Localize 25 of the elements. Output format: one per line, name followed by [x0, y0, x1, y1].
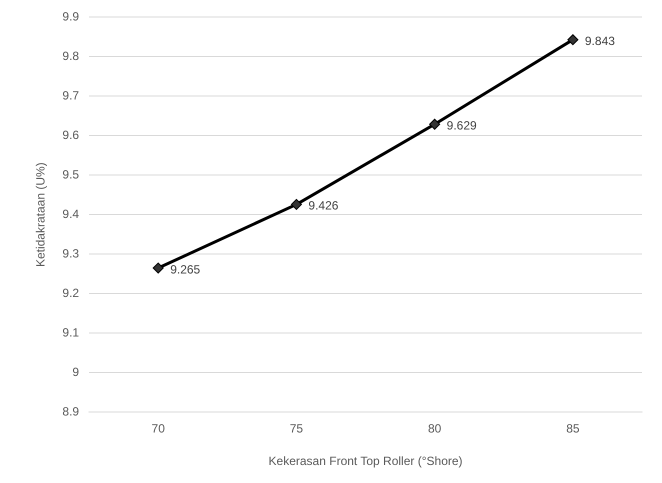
x-tick-label: 85 — [566, 422, 580, 436]
y-tick-label: 9.8 — [62, 49, 80, 64]
y-tick-label: 8.9 — [62, 404, 80, 419]
y-tick-label: 9.9 — [62, 10, 80, 24]
x-tick-label: 70 — [152, 422, 166, 436]
point — [290, 198, 302, 210]
x-tick-label: 80 — [428, 422, 442, 436]
y-tick-label: 9 — [72, 365, 80, 380]
y-tick-label: 9.7 — [62, 88, 80, 103]
y-tick-label: 9.2 — [62, 286, 80, 300]
y-tick-label: 9.4 — [62, 207, 80, 222]
point — [152, 262, 164, 274]
y-tick-label: 9.6 — [62, 128, 80, 142]
point — [567, 34, 578, 46]
x-axis-title: Kekerasan Front Top Roller (°Shore) — [268, 454, 463, 468]
y-tick-label: 9.3 — [62, 246, 80, 261]
y-tick-label: 9.1 — [62, 326, 80, 340]
data-label: 9.843 — [584, 34, 616, 48]
y-tick-label: 9.5 — [62, 168, 80, 182]
data-label: 9.265 — [170, 262, 201, 276]
point — [429, 118, 440, 130]
data-label: 9.629 — [446, 118, 478, 133]
y-axis-title: Ketidakrataan (U%) — [34, 162, 48, 268]
data-label: 9.426 — [308, 198, 339, 213]
x-tick-label: 75 — [290, 422, 304, 436]
